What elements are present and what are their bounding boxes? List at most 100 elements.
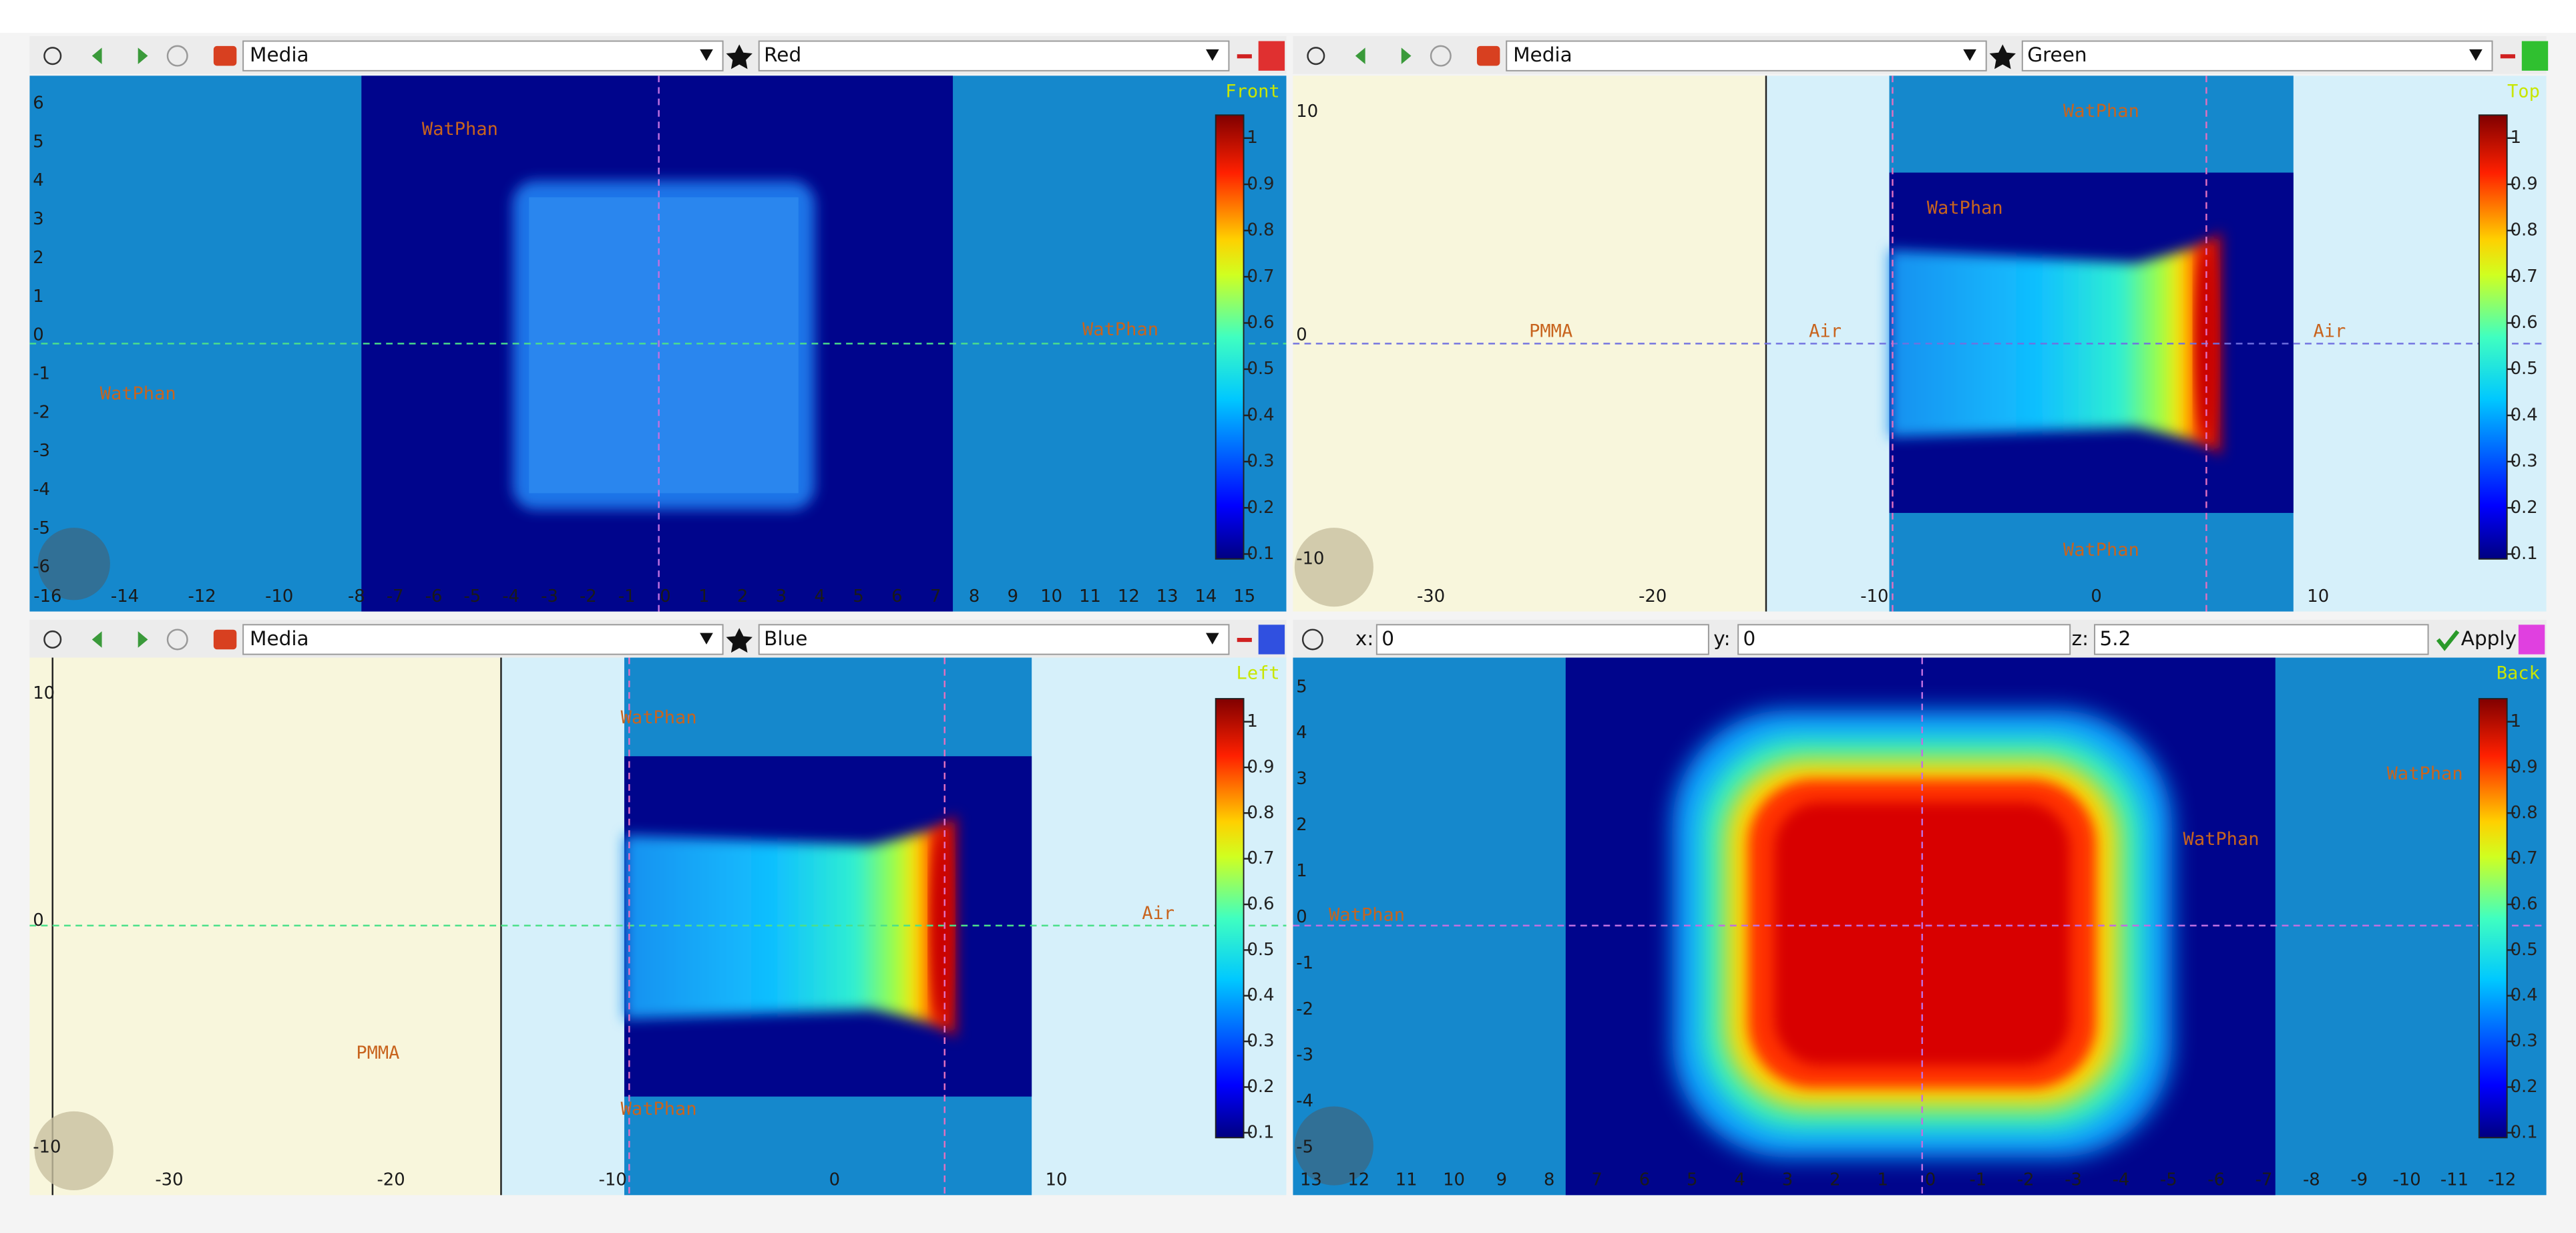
x-tick-label: -12 — [188, 586, 216, 606]
colorbar-label: 0.7 — [1247, 848, 1274, 868]
layer-icon[interactable] — [213, 629, 237, 650]
colorbar-label: 0.4 — [2511, 985, 2538, 1005]
palette-dropdown[interactable] — [1205, 49, 1219, 61]
x-tick-label: 6 — [891, 586, 902, 606]
view-label: Front — [1225, 81, 1279, 102]
y-tick-label: -1 — [1296, 953, 1313, 973]
x-tick-label: 0 — [1925, 1170, 1936, 1190]
target-icon[interactable] — [1301, 629, 1323, 651]
x-tick-label: 0 — [829, 1170, 840, 1190]
x-tick-label: -2 — [2017, 1170, 2034, 1190]
y-tick-label: 4 — [1296, 723, 1307, 743]
view-menu-icon[interactable] — [43, 630, 62, 649]
x-tick-label: -8 — [2303, 1170, 2320, 1190]
x-tick-label: 12 — [1118, 586, 1140, 606]
x-tick-label: 8 — [969, 586, 980, 606]
x-tick-label: -9 — [2350, 1170, 2368, 1190]
layer-dropdown[interactable] — [700, 49, 713, 61]
colorbar-label: 1 — [2511, 128, 2521, 148]
colorbar-label: 0.9 — [1247, 174, 1274, 194]
layer-icon[interactable] — [213, 45, 237, 66]
colorbar-label: 1 — [1247, 711, 1257, 731]
x-label: x: — [1355, 627, 1373, 650]
remove-button[interactable] — [1237, 637, 1252, 643]
apply-check[interactable] — [2436, 630, 2460, 651]
region-label: PMMA — [1529, 321, 1572, 342]
y-tick-label: -1 — [33, 363, 50, 383]
colorbar-label: 0.4 — [1247, 985, 1274, 1005]
palette-field[interactable] — [2021, 40, 2493, 71]
y-value: 0 — [1743, 627, 1756, 650]
x-tick-label: -5 — [464, 586, 481, 606]
x-tick-label: 10 — [2307, 586, 2329, 606]
view-label: Top — [2507, 81, 2540, 102]
x-tick-label: 9 — [1008, 586, 1018, 606]
region-label: WatPhan — [2063, 101, 2139, 122]
palette-name: Blue — [764, 627, 807, 650]
palette-dropdown[interactable] — [2469, 49, 2483, 61]
layer-icon[interactable] — [1476, 45, 1500, 66]
colorbar-label: 0.5 — [1247, 940, 1274, 960]
palette-star[interactable] — [1989, 44, 2016, 69]
layer-name: Media — [250, 627, 309, 650]
apply-button[interactable]: Apply — [2461, 627, 2517, 650]
x-tick-label: -7 — [2256, 1170, 2273, 1190]
y-tick-label: 0 — [33, 910, 43, 930]
region-label: PMMA — [356, 1043, 399, 1063]
palette-star[interactable] — [726, 628, 753, 653]
layer-dropdown[interactable] — [1963, 49, 1976, 61]
palette-field[interactable] — [758, 40, 1230, 71]
layer-name: Media — [250, 43, 309, 66]
toggle-button[interactable] — [2518, 625, 2545, 655]
x-tick-label: 2 — [737, 586, 748, 606]
colorbar-label: 0.3 — [1247, 452, 1274, 472]
y-field[interactable] — [1737, 624, 2071, 655]
x-tick-label: 4 — [815, 586, 825, 606]
reset-icon[interactable] — [1430, 45, 1452, 67]
colorbar-label: 0.2 — [1247, 498, 1274, 518]
layer-field[interactable] — [242, 624, 724, 655]
x-tick-label: 7 — [1591, 1170, 1602, 1190]
region-label: WatPhan — [1927, 198, 2003, 218]
z-label: z: — [2072, 627, 2089, 650]
y-tick-label: 1 — [33, 287, 43, 307]
y-tick-label: 5 — [33, 132, 43, 152]
y-tick-label: -5 — [1296, 1137, 1313, 1158]
colorbar-label: 0.3 — [2511, 452, 2538, 472]
colorbar-label: 1 — [1247, 128, 1257, 148]
view-menu-icon[interactable] — [43, 47, 62, 65]
remove-button[interactable] — [1237, 54, 1252, 59]
colorbar-label: 0.8 — [1247, 220, 1274, 240]
y-tick-label: -4 — [33, 480, 50, 500]
layer-name: Media — [1513, 43, 1572, 66]
y-tick-label: 2 — [1296, 815, 1307, 835]
palette-dropdown[interactable] — [1205, 633, 1219, 645]
x-tick-label: -10 — [1860, 586, 1888, 606]
layer-dropdown[interactable] — [700, 633, 713, 645]
toggle-button[interactable] — [2521, 41, 2549, 71]
toggle-button[interactable] — [1258, 41, 1285, 71]
layer-field[interactable] — [1506, 40, 1987, 71]
toggle-button[interactable] — [1258, 625, 1285, 655]
heatmap-top — [1293, 75, 2547, 612]
layer-field[interactable] — [242, 40, 724, 71]
reset-icon[interactable] — [166, 45, 188, 67]
y-tick-label: 4 — [33, 170, 43, 190]
x-field[interactable] — [1375, 624, 1709, 655]
palette-field[interactable] — [758, 624, 1230, 655]
x-tick-label: -16 — [33, 586, 61, 606]
reset-icon[interactable] — [166, 629, 188, 651]
view-menu-icon[interactable] — [1307, 47, 1325, 65]
region-label: Air — [1142, 903, 1174, 924]
colorbar-label: 0.6 — [2511, 313, 2538, 333]
colorbar-label: 0.1 — [1247, 1122, 1274, 1142]
z-field[interactable] — [2094, 624, 2429, 655]
region-label: WatPhan — [422, 119, 498, 140]
y-tick-label: -2 — [1296, 999, 1313, 1019]
remove-button[interactable] — [2500, 54, 2515, 59]
x-tick-label: -5 — [2160, 1170, 2177, 1190]
y-tick-label: 1 — [1296, 861, 1307, 881]
palette-star[interactable] — [726, 44, 753, 69]
x-tick-label: -12 — [2488, 1170, 2516, 1190]
